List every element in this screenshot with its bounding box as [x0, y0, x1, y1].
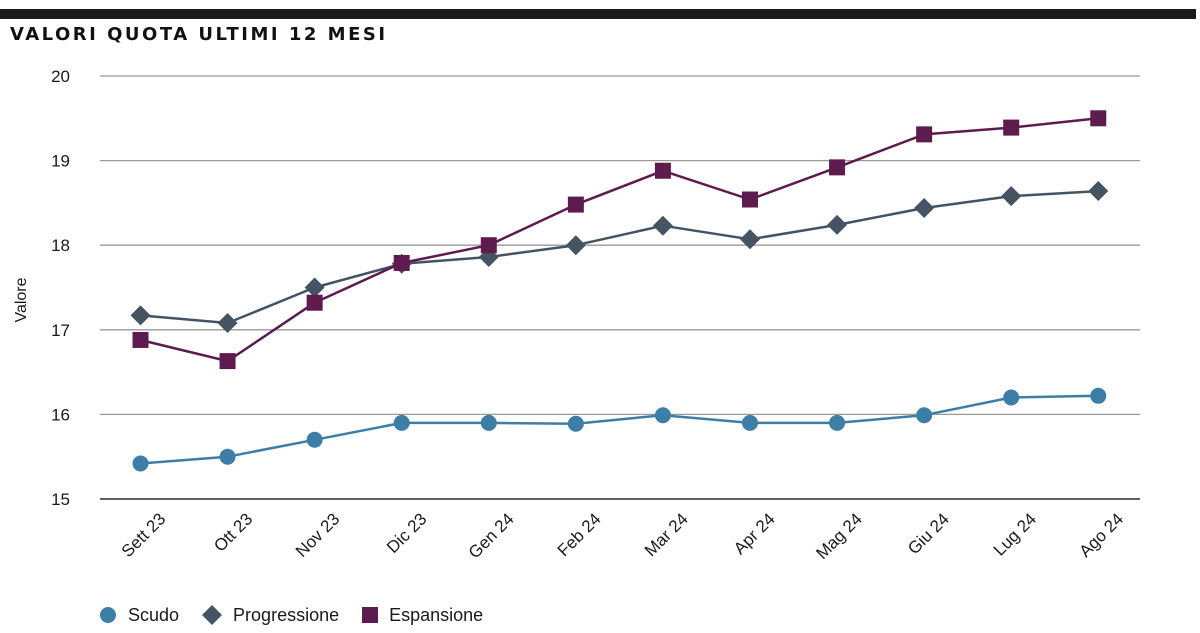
data-point [1090, 387, 1107, 404]
data-point [565, 235, 586, 256]
data-point [739, 229, 760, 250]
data-point [393, 254, 410, 271]
data-point [567, 196, 584, 213]
square-marker-icon [362, 607, 379, 623]
x-tick-label: Feb 24 [554, 509, 605, 560]
x-tick-label: Ago 24 [1076, 509, 1128, 561]
data-point [132, 331, 149, 348]
data-point [829, 159, 846, 176]
series-espansione [132, 110, 1107, 370]
data-point [1090, 110, 1107, 127]
data-point [827, 214, 848, 235]
data-point [914, 197, 935, 218]
y-tick-label: 16 [51, 405, 70, 424]
data-point [217, 313, 238, 334]
data-point [306, 294, 323, 311]
x-tick-label: Sett 23 [118, 509, 170, 561]
data-point [306, 431, 323, 448]
x-tick-label: Dic 23 [383, 509, 431, 557]
x-tick-label: Giu 24 [904, 509, 953, 558]
series-line [140, 117, 1099, 363]
data-point [132, 455, 149, 472]
data-point [829, 414, 846, 431]
diamond-marker-icon [202, 605, 223, 625]
series-line [140, 394, 1099, 465]
header-rule [0, 9, 1196, 19]
data-point [654, 162, 671, 179]
data-point [1003, 119, 1020, 136]
data-point [567, 415, 584, 432]
data-point [1088, 181, 1109, 202]
y-tick-label: 20 [51, 67, 70, 86]
data-point [654, 407, 671, 424]
data-point [480, 237, 497, 254]
x-tick-label: Lug 24 [990, 509, 1040, 559]
x-tick-label: Ott 23 [210, 509, 256, 555]
y-tick-label: 19 [51, 152, 70, 171]
data-point [741, 414, 758, 431]
legend-item-progressione: Progressione [201, 604, 339, 626]
y-tick-label: 18 [51, 236, 70, 255]
data-point [304, 277, 325, 298]
x-tick-label: Mar 24 [641, 509, 692, 560]
data-point [652, 215, 673, 236]
y-tick-label: 17 [51, 321, 70, 340]
data-point [916, 126, 933, 143]
circle-marker-icon [100, 607, 116, 623]
series-scudo [132, 387, 1107, 472]
x-tick-label: Apr 24 [730, 509, 779, 558]
y-tick-label: 15 [51, 490, 70, 509]
x-tick-label: Nov 23 [292, 509, 344, 561]
legend-label: Scudo [128, 604, 180, 625]
data-point [1003, 389, 1020, 406]
data-point [741, 191, 758, 208]
x-tick-label: Gen 24 [465, 509, 518, 562]
legend-label: Progressione [233, 604, 340, 625]
data-point [130, 305, 151, 326]
legend: Scudo Progressione Espansione [98, 604, 483, 626]
data-point [1001, 186, 1022, 207]
y-axis-title: Valore [13, 277, 30, 322]
data-point [916, 407, 933, 424]
data-point [219, 448, 236, 465]
data-point [480, 414, 497, 431]
x-tick-label: Mag 24 [812, 509, 866, 563]
series-progressione [130, 181, 1109, 334]
legend-item-espansione: Espansione [361, 605, 483, 626]
legend-label: Espansione [389, 604, 484, 625]
data-point [393, 414, 410, 431]
chart-title: VALORI QUOTA ULTIMI 12 MESI [10, 24, 388, 45]
data-point [219, 353, 236, 370]
legend-item-scudo: Scudo [98, 605, 179, 626]
series-line [140, 189, 1099, 325]
